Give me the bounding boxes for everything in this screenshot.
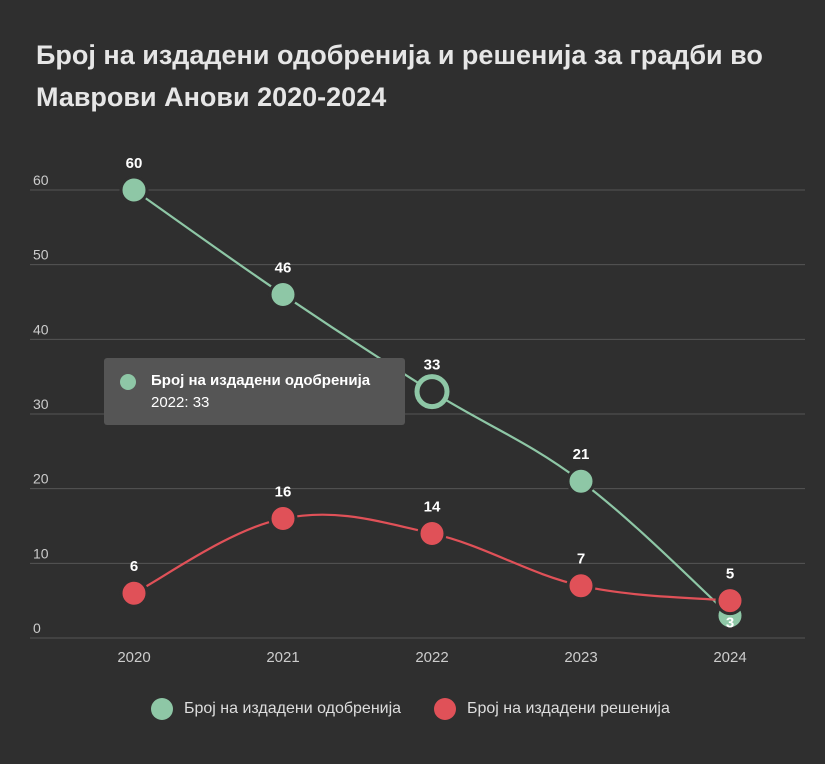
legend-dot-decisions bbox=[434, 698, 456, 720]
data-label: 33 bbox=[424, 357, 441, 374]
x-tick-label: 2022 bbox=[415, 649, 448, 666]
data-point bbox=[715, 586, 745, 616]
data-label: 16 bbox=[275, 484, 292, 501]
data-point bbox=[566, 466, 596, 496]
data-label: 3 bbox=[726, 615, 734, 632]
data-label: 5 bbox=[726, 566, 734, 583]
gridlines bbox=[30, 189, 805, 639]
chart-title: Број на издадени одобренија и решенија з… bbox=[36, 40, 763, 112]
data-label: 46 bbox=[275, 260, 292, 277]
legend-label-decisions: Број на издадени решенија bbox=[467, 700, 670, 717]
data-label: 14 bbox=[424, 498, 441, 515]
data-label: 21 bbox=[573, 446, 590, 463]
tooltip: Број на издадени одобренија 2022: 33 bbox=[104, 358, 405, 425]
y-tick-label: 60 bbox=[33, 172, 49, 188]
data-point bbox=[119, 175, 149, 205]
x-tick-label: 2024 bbox=[713, 649, 746, 666]
y-tick-label: 10 bbox=[33, 545, 49, 561]
data-point bbox=[268, 280, 298, 310]
y-axis-ticks: 0 10 20 30 40 50 60 bbox=[33, 172, 49, 636]
x-tick-label: 2021 bbox=[266, 649, 299, 666]
y-tick-label: 0 bbox=[33, 620, 41, 636]
data-point bbox=[566, 571, 596, 601]
data-labels: 60 46 33 21 3 6 16 14 7 5 bbox=[126, 155, 735, 632]
data-point bbox=[268, 504, 298, 534]
y-tick-label: 40 bbox=[33, 321, 49, 337]
y-tick-label: 30 bbox=[33, 396, 49, 412]
y-tick-label: 20 bbox=[33, 471, 49, 487]
tooltip-value: 2022: 33 bbox=[151, 394, 210, 411]
data-label: 7 bbox=[577, 551, 585, 568]
data-label: 60 bbox=[126, 155, 143, 172]
data-label: 6 bbox=[130, 558, 138, 575]
tooltip-series-name: Број на издадени одобренија bbox=[151, 372, 371, 389]
x-tick-label: 2020 bbox=[117, 649, 150, 666]
data-point bbox=[119, 578, 149, 608]
legend-dot-approvals bbox=[151, 698, 173, 720]
line-chart[interactable]: 0 10 20 30 40 50 60 2020 2021 2022 2023 2024 60 46 3… bbox=[0, 0, 825, 690]
legend: Број на издадени одобренија Број на изда… bbox=[0, 694, 825, 724]
x-tick-label: 2023 bbox=[564, 649, 597, 666]
x-axis-ticks: 2020 2021 2022 2023 2024 bbox=[117, 649, 746, 666]
data-point-hovered bbox=[414, 374, 450, 410]
legend-label-approvals: Број на издадени одобренија bbox=[184, 700, 402, 717]
data-point bbox=[417, 518, 447, 548]
y-tick-label: 50 bbox=[33, 247, 49, 263]
tooltip-series-dot bbox=[120, 374, 136, 390]
series-points bbox=[119, 175, 745, 631]
